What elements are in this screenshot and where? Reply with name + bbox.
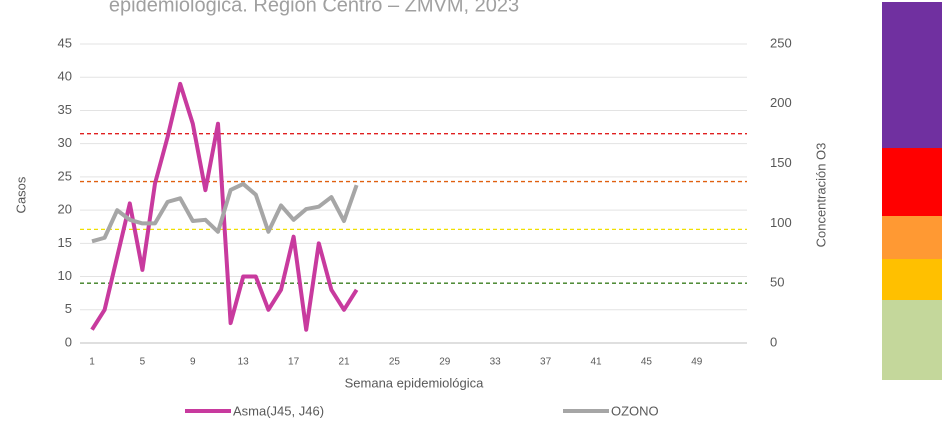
scale-band xyxy=(882,259,942,300)
series-line xyxy=(90,81,359,332)
x-axis-label: Semana epidemiológica xyxy=(345,375,485,390)
scale-band xyxy=(882,2,942,148)
y2-tick-label: 50 xyxy=(770,275,784,290)
x-tick-label: 29 xyxy=(439,357,451,368)
y2-tick-label: 250 xyxy=(770,35,792,50)
x-tick-label: 25 xyxy=(389,357,401,368)
x-tick-label: 17 xyxy=(288,357,300,368)
y2-tick-label: 0 xyxy=(770,334,777,349)
y-tick-label: 10 xyxy=(58,268,72,283)
y2-tick-label: 200 xyxy=(770,95,792,110)
y-tick-label: 45 xyxy=(58,35,72,50)
y-tick-label: 30 xyxy=(58,135,72,150)
y-tick-label: 25 xyxy=(58,168,72,183)
y-tick-label: 0 xyxy=(65,334,72,349)
x-tick-label: 21 xyxy=(338,357,350,368)
x-tick-label: 33 xyxy=(490,357,502,368)
scale-band xyxy=(882,148,942,216)
x-tick-label: 9 xyxy=(190,357,196,368)
series-line xyxy=(91,181,359,244)
y-tick-label: 40 xyxy=(58,69,72,84)
scale-band xyxy=(882,300,942,380)
x-tick-label: 5 xyxy=(140,357,146,368)
x-tick-label: 13 xyxy=(238,357,250,368)
x-tick-label: 45 xyxy=(641,357,653,368)
x-tick-label: 49 xyxy=(691,357,703,368)
x-tick-label: 41 xyxy=(590,357,602,368)
y2-axis-label: Concentración O3 xyxy=(813,143,828,248)
y2-tick-label: 100 xyxy=(770,215,792,230)
x-tick-label: 1 xyxy=(89,357,95,368)
y-tick-label: 5 xyxy=(65,301,72,316)
y-tick-label: 20 xyxy=(58,202,72,217)
scale-band xyxy=(882,216,942,259)
y-axis-label: Casos xyxy=(13,176,28,213)
y-tick-label: 35 xyxy=(58,102,72,117)
chart-title: epidemiológica. Región Centro – ZMVM, 20… xyxy=(109,0,519,16)
legend-label: OZONO xyxy=(611,403,659,418)
y-tick-label: 15 xyxy=(58,235,72,250)
legend-label: Asma(J45, J46) xyxy=(233,403,324,418)
x-tick-label: 37 xyxy=(540,357,552,368)
y2-tick-label: 150 xyxy=(770,155,792,170)
